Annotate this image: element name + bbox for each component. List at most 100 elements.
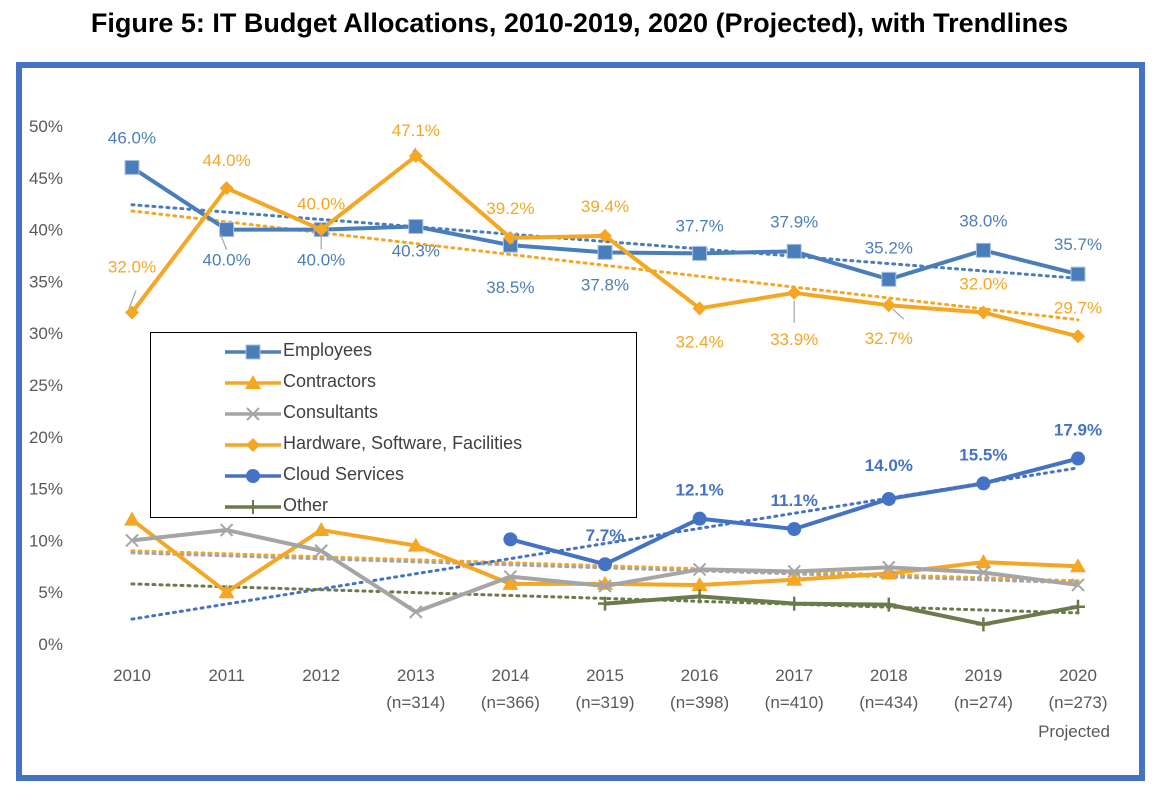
series-line bbox=[130, 165, 1079, 282]
data-point bbox=[787, 285, 802, 300]
data-label: 47.1% bbox=[392, 121, 440, 140]
data-point bbox=[598, 596, 612, 611]
data-point bbox=[219, 222, 235, 238]
data-point bbox=[976, 617, 991, 632]
data-point bbox=[786, 243, 802, 259]
x-tick-label: 2017 bbox=[775, 666, 813, 685]
data-point bbox=[313, 522, 330, 537]
x-tick-label: 2016 bbox=[681, 666, 719, 685]
legend-label: Other bbox=[283, 495, 329, 515]
data-point bbox=[881, 271, 897, 287]
legend-swatch bbox=[225, 438, 281, 452]
data-point bbox=[691, 576, 708, 591]
data-point bbox=[1071, 451, 1085, 466]
data-point bbox=[692, 589, 707, 604]
legend-item-consultants: Consultants bbox=[223, 399, 623, 429]
leader-line bbox=[128, 290, 137, 309]
trendline bbox=[130, 203, 1080, 280]
leader-line bbox=[220, 234, 228, 250]
data-point bbox=[692, 301, 707, 316]
data-point bbox=[976, 476, 991, 491]
data-point bbox=[881, 597, 896, 612]
data-point bbox=[975, 242, 991, 258]
y-tick-label: 10% bbox=[29, 531, 63, 550]
x-tick-label: 2011 bbox=[208, 666, 245, 685]
y-tick-label: 45% bbox=[29, 169, 63, 188]
data-point bbox=[692, 245, 708, 261]
data-label: 38.0% bbox=[959, 211, 1007, 230]
data-point bbox=[314, 222, 329, 237]
data-point bbox=[219, 181, 234, 196]
leader-line bbox=[511, 231, 518, 245]
data-label: 29.7% bbox=[1054, 298, 1102, 317]
legend-swatch bbox=[225, 344, 281, 360]
y-tick-label: 50% bbox=[29, 117, 63, 136]
data-point bbox=[880, 565, 897, 580]
data-label: 46.0% bbox=[108, 128, 156, 147]
data-point bbox=[124, 159, 140, 175]
data-label: 39.4% bbox=[581, 197, 629, 216]
legend-item-other: Other bbox=[223, 492, 623, 522]
x-tick-sublabel: (n=273) bbox=[1048, 693, 1107, 712]
y-tick-label: 0% bbox=[38, 635, 63, 654]
data-point bbox=[409, 605, 423, 619]
y-tick-label: 15% bbox=[29, 480, 63, 499]
y-tick-label: 40% bbox=[29, 221, 63, 240]
data-point bbox=[503, 230, 518, 245]
legend-item-employees: Employees bbox=[223, 337, 623, 367]
data-point bbox=[598, 228, 612, 243]
data-point bbox=[882, 560, 896, 575]
data-label: 15.5% bbox=[959, 445, 1007, 464]
legend-swatch bbox=[225, 407, 281, 421]
legend-label: Employees bbox=[283, 340, 373, 360]
x-tick-label: 2018 bbox=[870, 666, 908, 685]
y-tick-label: 25% bbox=[29, 376, 63, 395]
legend: Employees Contractors Consultants Hardwa… bbox=[150, 332, 637, 518]
x-tick-sublabel: (n=410) bbox=[765, 693, 824, 712]
legend-label: Cloud Services bbox=[283, 464, 405, 484]
data-point bbox=[787, 522, 802, 537]
data-point bbox=[1071, 329, 1085, 344]
legend-swatch bbox=[225, 469, 281, 483]
legend-swatch bbox=[225, 500, 281, 514]
legend-label: Contractors bbox=[283, 371, 377, 391]
data-point bbox=[314, 544, 328, 558]
x-tick-label: 2020 bbox=[1059, 666, 1097, 685]
data-point bbox=[502, 575, 519, 590]
data-point bbox=[1071, 578, 1085, 592]
data-label: 35.7% bbox=[1054, 235, 1102, 254]
data-point bbox=[1070, 266, 1086, 282]
x-tick-sublabel: (n=366) bbox=[481, 693, 540, 712]
data-point bbox=[408, 218, 424, 234]
data-point bbox=[503, 532, 518, 547]
data-label: 38.5% bbox=[486, 278, 534, 297]
data-label: 17.9% bbox=[1054, 421, 1102, 440]
data-label: 14.0% bbox=[865, 456, 913, 475]
data-point bbox=[975, 554, 992, 569]
data-label: 37.8% bbox=[581, 275, 629, 294]
data-point bbox=[786, 571, 803, 586]
data-label: 39.2% bbox=[486, 199, 534, 218]
data-point bbox=[503, 569, 518, 584]
legend-swatch bbox=[225, 375, 281, 389]
data-label: 44.0% bbox=[202, 151, 250, 170]
data-label: 11.1% bbox=[771, 491, 818, 510]
leader-line bbox=[412, 147, 417, 153]
data-point bbox=[597, 244, 613, 260]
data-point bbox=[1071, 599, 1085, 614]
x-tick-label: 2012 bbox=[302, 666, 340, 685]
data-point bbox=[125, 533, 139, 548]
chart-title: Figure 5: IT Budget Allocations, 2010-20… bbox=[90, 8, 1069, 38]
data-point bbox=[976, 305, 991, 320]
data-point bbox=[598, 579, 612, 593]
series-line bbox=[604, 594, 1079, 627]
data-label: 40.0% bbox=[297, 251, 345, 270]
data-point bbox=[219, 523, 234, 537]
data-point bbox=[787, 596, 802, 611]
x-tick-label: 2019 bbox=[964, 666, 1002, 685]
legend-label: Consultants bbox=[283, 402, 379, 422]
x-tick-sublabel: (n=398) bbox=[670, 693, 729, 712]
data-point bbox=[692, 511, 707, 526]
data-label: 32.4% bbox=[675, 332, 723, 351]
